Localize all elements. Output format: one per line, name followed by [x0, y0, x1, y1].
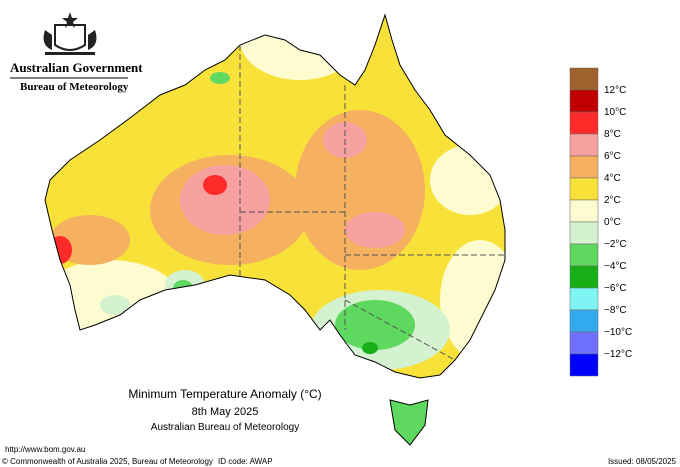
- legend-swatch: [569, 265, 599, 289]
- legend-label: 10°C: [604, 107, 626, 118]
- legend-swatch: [569, 111, 599, 135]
- legend-swatch: [569, 67, 599, 91]
- legend-swatch: [569, 177, 599, 201]
- legend-swatch: [569, 287, 599, 311]
- anomaly-map: [45, 15, 505, 378]
- legend-swatch: [569, 89, 599, 113]
- tasmania: [389, 399, 429, 446]
- legend-swatch: [569, 309, 599, 333]
- legend-label: 8°C: [604, 129, 621, 140]
- agency-name: Bureau of Meteorology: [20, 81, 129, 93]
- footer-url: http://www.bom.gov.au: [5, 445, 85, 454]
- map-source: Australian Bureau of Meteorology: [151, 422, 299, 433]
- legend-swatch: [569, 133, 599, 157]
- map-title: Minimum Temperature Anomaly (°C): [128, 387, 321, 401]
- legend-swatch: [569, 199, 599, 223]
- legend-label: −8°C: [604, 305, 627, 316]
- footer-id: ID code: AWAP: [218, 457, 273, 466]
- legend-label: 2°C: [604, 195, 621, 206]
- coastline: [44, 13, 506, 379]
- legend-label: −12°C: [604, 349, 632, 360]
- legend-swatch: [569, 155, 599, 179]
- gov-title: Australian Government: [10, 60, 143, 75]
- legend-swatch: [569, 353, 599, 377]
- crest: [43, 12, 97, 55]
- legend-label: −6°C: [604, 283, 627, 294]
- legend-swatch: [569, 243, 599, 267]
- legend-swatch: [569, 221, 599, 245]
- footer-copyright: © Commonwealth of Australia 2025, Bureau…: [2, 457, 213, 466]
- footer-issued: Issued: 08/05/2025: [608, 457, 677, 466]
- legend-label: 4°C: [604, 173, 621, 184]
- legend-label: −4°C: [604, 261, 627, 272]
- map-date: 8th May 2025: [192, 406, 259, 418]
- legend-label: −2°C: [604, 239, 627, 250]
- legend-label: 12°C: [604, 85, 626, 96]
- state-borders: [239, 45, 505, 361]
- legend-label: 6°C: [604, 151, 621, 162]
- legend-label: 0°C: [604, 217, 621, 228]
- legend-label: −10°C: [604, 327, 632, 338]
- legend: 12°C 10°C 8°C 6°C 4°C 2°C 0°C −2°C −4°C −6°C −8°C −…: [569, 67, 632, 377]
- legend-swatch: [569, 331, 599, 355]
